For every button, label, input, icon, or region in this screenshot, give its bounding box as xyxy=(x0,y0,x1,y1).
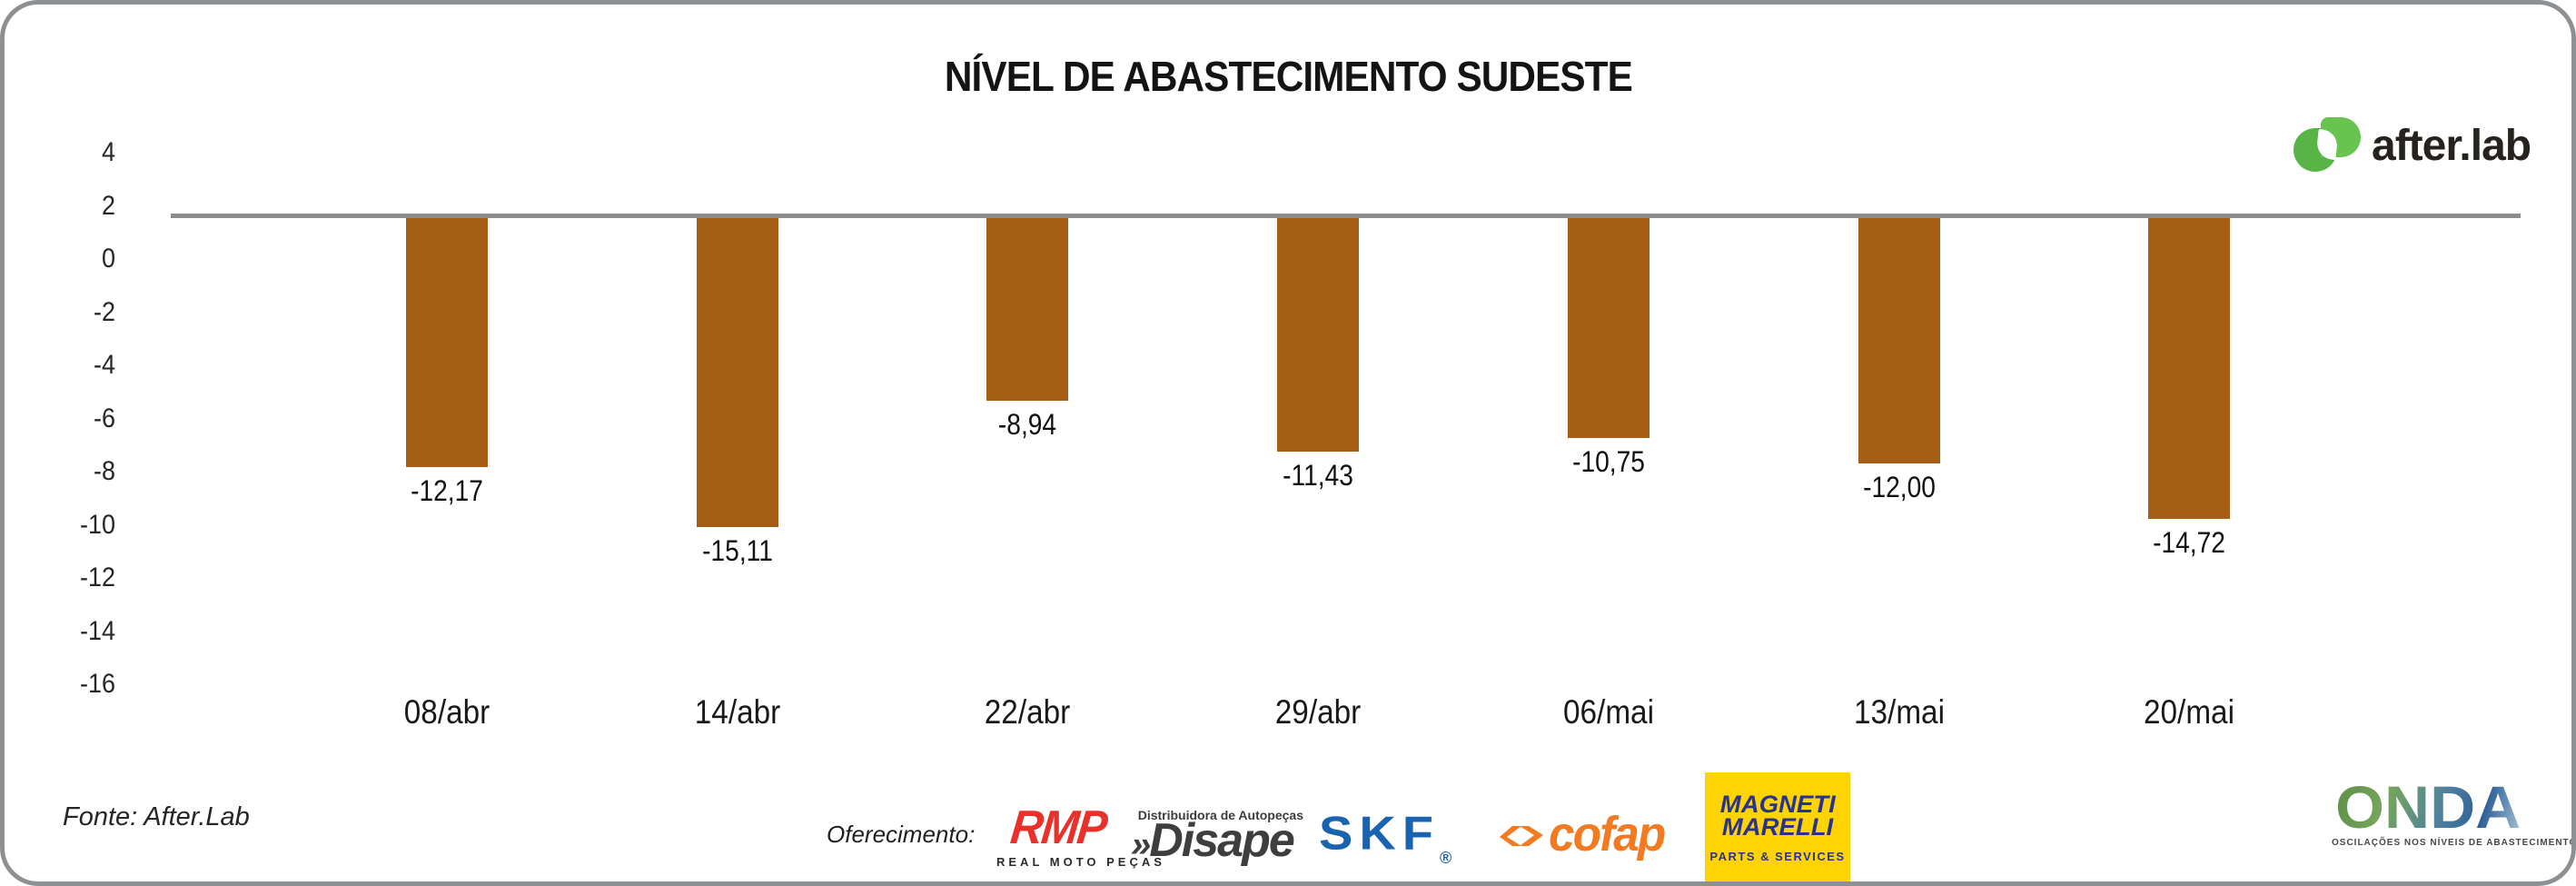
rmp-logo: RMP REAL MOTO PEÇAS xyxy=(996,801,1165,869)
y-axis-tick-label: -12 xyxy=(79,562,115,592)
rmp-caption: REAL MOTO PEÇAS xyxy=(996,855,1165,869)
y-axis-tick-label: -16 xyxy=(79,669,115,699)
source-note: Fonte: After.Lab xyxy=(63,802,250,831)
y-axis-tick-label: -6 xyxy=(93,403,115,433)
sponsor-label: Oferecimento: xyxy=(827,821,976,848)
rmp-wordmark: RMP xyxy=(1007,801,1109,854)
disape-wordmark: »Disape xyxy=(1131,814,1295,868)
onda-wordmark: ONDA xyxy=(2334,773,2522,841)
x-axis-label: 20/mai xyxy=(2144,693,2235,731)
bar-value-label: -14,72 xyxy=(2153,526,2226,559)
magneti-caption: PARTS & SERVICES xyxy=(1709,849,1846,863)
bar-value-label: -8,94 xyxy=(998,408,1057,441)
bar-value-label: -12,00 xyxy=(1862,471,1936,503)
y-axis-tick-label: -14 xyxy=(79,615,115,646)
disape-chevrons-icon: » xyxy=(1131,824,1151,864)
x-axis-label: 29/abr xyxy=(1274,693,1362,731)
bar-value-label: -15,11 xyxy=(701,534,773,567)
y-axis-tick-label: -8 xyxy=(93,456,115,486)
chart-title-text: NÍVEL DE ABASTECIMENTO SUDESTE xyxy=(944,53,1632,100)
after-lab-logo: after.lab xyxy=(2294,115,2557,179)
skf-logo: SKF® xyxy=(1319,810,1491,868)
y-axis-tick-label: -4 xyxy=(93,350,115,380)
x-axis-label: 06/mai xyxy=(1562,693,1654,731)
cofap-wordmark: cofap xyxy=(1549,807,1666,861)
x-axis-label: 08/abr xyxy=(403,693,490,731)
bar xyxy=(696,218,778,527)
skf-wordmark: SKF xyxy=(1319,806,1440,860)
skf-registered-mark: ® xyxy=(1440,849,1452,867)
y-axis-tick-label: 0 xyxy=(101,244,115,274)
chart-title: NÍVEL DE ABASTECIMENTO SUDESTE xyxy=(5,52,2571,101)
x-axis-label: 13/mai xyxy=(1853,693,1945,731)
after-lab-wordmark: after.lab xyxy=(2372,122,2531,170)
y-axis-tick-label: -2 xyxy=(93,296,115,327)
axis-baseline xyxy=(171,214,2521,218)
bar xyxy=(406,218,488,467)
disape-caption: Distribuidora de Autopeças xyxy=(1137,808,1303,822)
bar-value-label: -11,43 xyxy=(1283,459,1353,492)
magneti-marelli-logo: MAGNETI MARELLI PARTS & SERVICES xyxy=(1705,772,1850,881)
y-axis-tick-label: 4 xyxy=(101,137,115,167)
bar-value-label: -10,75 xyxy=(1571,445,1645,478)
y-axis-tick-label: -10 xyxy=(79,509,115,540)
cofap-arrow-icon xyxy=(1500,826,1543,846)
after-lab-leaves-icon xyxy=(2294,117,2366,172)
bar-value-label: -12,17 xyxy=(411,474,483,507)
onda-logo: ONDA OSCILAÇÕES NOS NÍVEIS DE ABASTECIME… xyxy=(2332,773,2576,848)
bar xyxy=(986,218,1069,401)
bar xyxy=(2148,218,2231,519)
disape-logo: Distribuidora de Autopeças »Disape xyxy=(1131,808,1303,871)
bar xyxy=(1567,218,1650,438)
disape-wordmark-text: Disape xyxy=(1149,814,1295,867)
bar xyxy=(1277,218,1360,452)
cofap-logo: cofap xyxy=(1500,807,1672,862)
y-axis-tick-label: 2 xyxy=(101,190,115,221)
onda-caption: OSCILAÇÕES NOS NÍVEIS DE ABASTECIMENTO E… xyxy=(2332,838,2576,848)
bar xyxy=(1858,218,1940,463)
magneti-line1: MAGNETI xyxy=(1719,790,1836,818)
magneti-line2: MARELLI xyxy=(1721,812,1834,841)
x-axis-label: 14/abr xyxy=(694,693,780,731)
x-axis-label: 22/abr xyxy=(985,693,1071,731)
